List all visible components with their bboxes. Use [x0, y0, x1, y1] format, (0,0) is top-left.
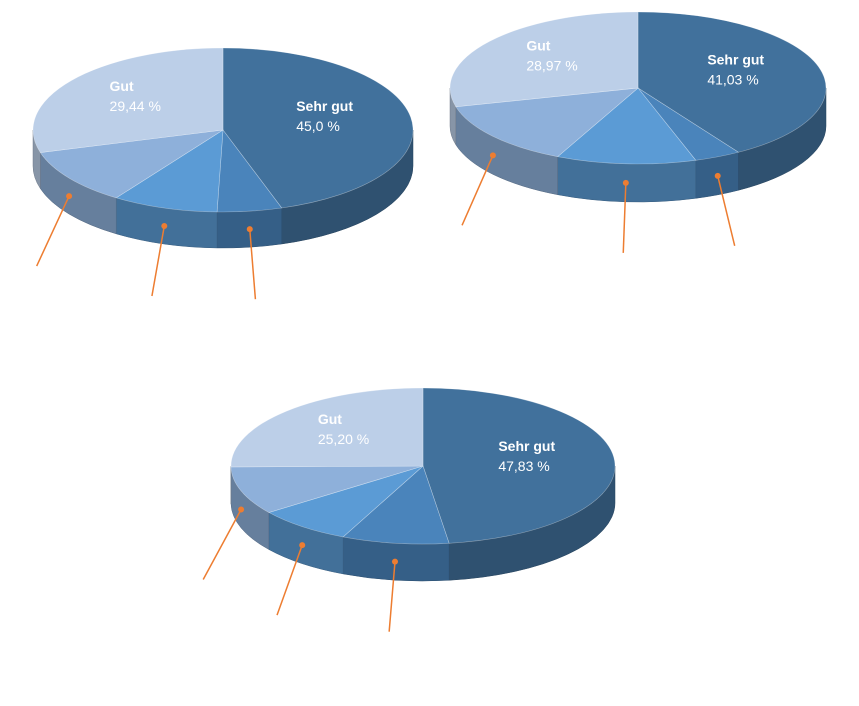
slice	[222, 47, 414, 209]
leader-line	[461, 155, 494, 226]
slice-value: 41,03 %	[707, 71, 758, 87]
slice	[422, 387, 616, 544]
slice	[556, 87, 697, 165]
pie-labels: Sehr gut 47,83 % Gut 25,20 %	[202, 411, 555, 632]
leader-line	[716, 175, 736, 247]
pie-tops	[230, 387, 616, 545]
slice-value: 25,20 %	[318, 431, 369, 447]
slice	[115, 129, 224, 213]
slice-top	[422, 387, 616, 544]
slice	[637, 11, 827, 153]
leader-dot	[714, 172, 721, 179]
leader-dot	[66, 193, 73, 200]
slice-top	[39, 129, 224, 199]
slice-name: Sehr gut	[296, 98, 353, 114]
slice-top	[449, 11, 639, 108]
slice-name: Sehr gut	[498, 438, 555, 454]
slice	[342, 465, 450, 545]
slice-top	[216, 129, 283, 213]
slice	[230, 387, 424, 468]
pie-labels: Sehr gut 45,0 % Gut 29,44 %	[35, 78, 353, 300]
pie-tops	[32, 47, 414, 213]
slice-value: 47,83 %	[498, 458, 549, 474]
leader-dot	[489, 152, 496, 159]
pie: Sehr gut 41,03 % Gut 28,97 %	[449, 11, 827, 253]
slice-top	[230, 387, 424, 468]
slice	[216, 129, 283, 213]
leader-dot	[161, 222, 168, 229]
slice-value: 28,97 %	[526, 57, 577, 73]
slice-value: 29,44 %	[110, 98, 161, 114]
slice	[268, 465, 424, 538]
leader-line	[35, 195, 70, 267]
leader-dot	[246, 226, 253, 233]
slice-name: Gut	[526, 37, 550, 53]
slice-top	[637, 87, 740, 161]
pie-walls	[449, 87, 827, 203]
leader-line	[151, 225, 166, 297]
slice	[230, 465, 424, 513]
slice-name: Gut	[110, 78, 134, 94]
slice-top	[637, 11, 827, 153]
slice-top	[556, 87, 697, 165]
leader-dot	[391, 558, 398, 565]
slice-top	[230, 465, 424, 513]
pie-tops	[449, 11, 827, 165]
slice	[455, 87, 639, 158]
leader-line	[388, 561, 396, 632]
slice	[637, 87, 740, 161]
slice-top	[222, 47, 414, 209]
slice-top	[268, 465, 424, 538]
leader-line	[276, 544, 303, 616]
leader-line	[622, 182, 627, 253]
slice	[39, 129, 224, 199]
slice-top	[455, 87, 639, 158]
pie: Sehr gut 47,83 % Gut 25,20 %	[202, 387, 616, 632]
leader-dot	[299, 542, 306, 549]
slice	[32, 47, 224, 153]
slice-top	[32, 47, 224, 153]
leader-line	[202, 509, 242, 580]
slice-name: Sehr gut	[707, 51, 764, 67]
leader-line	[249, 229, 257, 300]
slice-name: Gut	[318, 411, 342, 427]
pie-walls	[32, 129, 414, 249]
pie-walls	[230, 465, 616, 582]
leader-dot	[238, 506, 245, 513]
pie-labels: Sehr gut 41,03 % Gut 28,97 %	[461, 37, 764, 253]
slice	[449, 11, 639, 108]
slice-top	[342, 465, 450, 545]
slice-top	[115, 129, 224, 213]
leader-dot	[622, 179, 629, 186]
slice-value: 45,0 %	[296, 118, 340, 134]
pie: Sehr gut 45,0 % Gut 29,44 %	[32, 47, 414, 300]
